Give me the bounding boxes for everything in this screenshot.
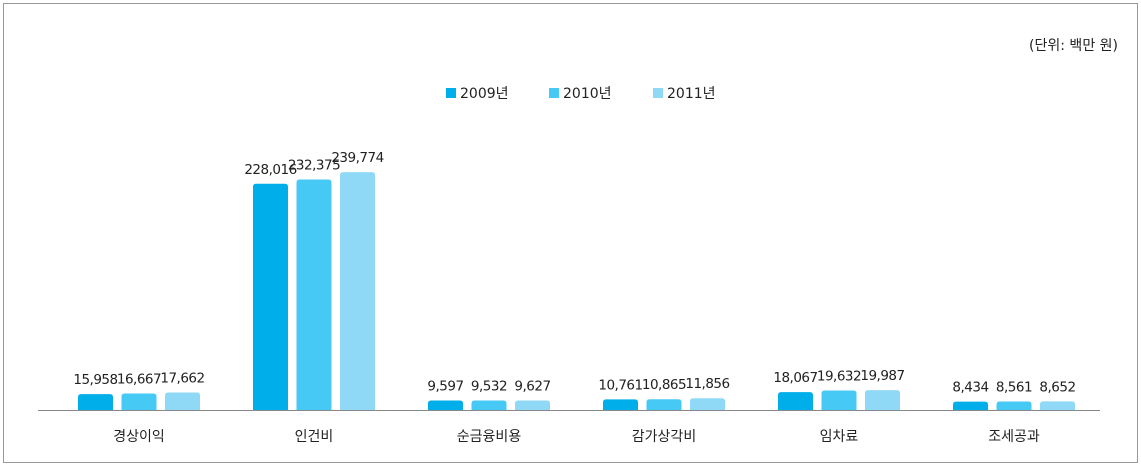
legend-label: 2009년 bbox=[460, 86, 509, 102]
bar bbox=[165, 392, 200, 410]
bar bbox=[121, 393, 157, 410]
bar bbox=[471, 400, 507, 410]
value-label: 19,632 bbox=[817, 369, 861, 385]
value-label: 11,856 bbox=[685, 376, 729, 392]
legend-swatch bbox=[446, 88, 456, 98]
bar bbox=[1040, 401, 1075, 410]
value-label: 17,662 bbox=[160, 370, 204, 386]
bar bbox=[296, 179, 332, 410]
bar bbox=[515, 400, 550, 410]
x-tick-label: 인건비 bbox=[295, 429, 334, 445]
value-label: 232,375 bbox=[288, 157, 340, 173]
value-label: 239,774 bbox=[331, 150, 383, 166]
value-label: 228,016 bbox=[244, 162, 296, 178]
value-label: 10,865 bbox=[642, 377, 686, 393]
value-label: 18,067 bbox=[773, 370, 817, 386]
x-tick-label: 조세공과 bbox=[988, 429, 1040, 445]
bar bbox=[953, 401, 988, 410]
value-label: 19,987 bbox=[860, 368, 904, 384]
x-tick-label: 순금융비용 bbox=[457, 429, 522, 445]
x-tick-label: 감가상각비 bbox=[632, 429, 696, 445]
bar bbox=[690, 398, 725, 410]
value-label: 8,434 bbox=[952, 380, 988, 396]
bar bbox=[865, 390, 900, 410]
unit-note: (단위: 백만 원) bbox=[1029, 38, 1118, 54]
bar bbox=[778, 392, 813, 410]
bar bbox=[603, 399, 638, 410]
value-label: 8,652 bbox=[1039, 379, 1075, 395]
value-label: 8,561 bbox=[996, 380, 1032, 396]
value-label: 9,597 bbox=[427, 378, 463, 394]
bar bbox=[340, 172, 375, 410]
bar bbox=[996, 401, 1032, 410]
x-tick-label: 임차료 bbox=[820, 429, 859, 445]
value-label: 16,667 bbox=[117, 371, 161, 387]
chart-frame bbox=[3, 3, 1138, 463]
legend-swatch bbox=[549, 88, 559, 98]
legend-label: 2010년 bbox=[563, 86, 612, 102]
bar bbox=[78, 394, 113, 410]
x-tick-label: 경상이익 bbox=[113, 429, 165, 445]
value-label: 15,958 bbox=[73, 372, 117, 388]
value-label: 9,627 bbox=[514, 378, 550, 394]
bar bbox=[821, 390, 857, 410]
bar bbox=[428, 400, 463, 410]
legend-swatch bbox=[653, 88, 663, 98]
legend-label: 2011년 bbox=[667, 86, 716, 102]
value-label: 9,532 bbox=[471, 379, 507, 395]
bar bbox=[646, 399, 682, 410]
bar bbox=[253, 183, 288, 410]
value-label: 10,761 bbox=[598, 377, 642, 393]
